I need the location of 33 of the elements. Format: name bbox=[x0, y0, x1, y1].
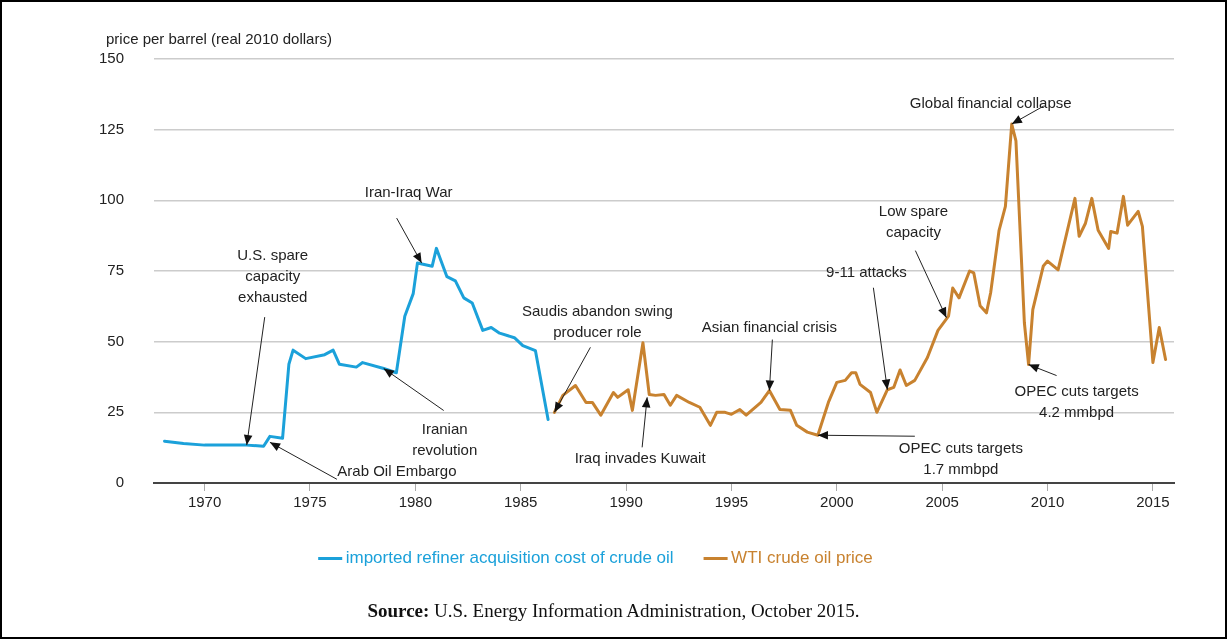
annotation: Asian financial crisis bbox=[701, 317, 837, 335]
annotation: OPEC cuts targets 4.2 mmbpd bbox=[1014, 382, 1139, 421]
annotation: Iraq invades Kuwait bbox=[574, 449, 707, 467]
x-tick-label: 1995 bbox=[714, 493, 749, 511]
x-tick-label: 2005 bbox=[925, 493, 959, 511]
y-tick-label: 100 bbox=[98, 190, 124, 208]
annotation: Arab Oil Embargo bbox=[337, 462, 457, 480]
y-tick-label: 50 bbox=[107, 331, 124, 349]
x-tick-label: 1985 bbox=[504, 493, 538, 511]
legend-label: imported refiner acquisition cost of crude oil bbox=[345, 548, 674, 568]
annotation: Saudis abandon swing producer role bbox=[521, 301, 673, 340]
x-tick-label: 1990 bbox=[609, 493, 643, 511]
source-note: Source: U.S. Energy Information Administration, October 2015. bbox=[366, 600, 861, 622]
y-tick-label: 150 bbox=[98, 49, 124, 67]
legend-label: WTI crude oil price bbox=[731, 548, 873, 568]
annotation: Low spare capacity bbox=[878, 202, 949, 241]
x-tick-label: 1975 bbox=[293, 493, 327, 511]
x-tick-label: 1980 bbox=[398, 493, 433, 511]
y-tick-label: 125 bbox=[98, 119, 124, 137]
y-axis-title: price per barrel (real 2010 dollars) bbox=[106, 30, 332, 47]
annotation: U.S. spare capacity exhausted bbox=[237, 246, 309, 306]
annotation: Iran-Iraq War bbox=[364, 183, 453, 201]
x-tick-label: 2000 bbox=[820, 493, 854, 511]
x-tick-label: 2015 bbox=[1136, 493, 1170, 511]
y-tick-label: 0 bbox=[115, 473, 124, 491]
annotation: Iranian revolution bbox=[412, 420, 478, 459]
x-tick-label: 2010 bbox=[1030, 493, 1065, 511]
annotation: 9-11 attacks bbox=[826, 262, 907, 280]
y-tick-label: 25 bbox=[107, 402, 124, 420]
annotation: OPEC cuts targets 1.7 mmbpd bbox=[898, 438, 1023, 477]
y-tick-label: 75 bbox=[107, 261, 124, 279]
annotation: Global financial collapse bbox=[909, 94, 1072, 112]
x-tick-label: 1970 bbox=[187, 493, 222, 511]
